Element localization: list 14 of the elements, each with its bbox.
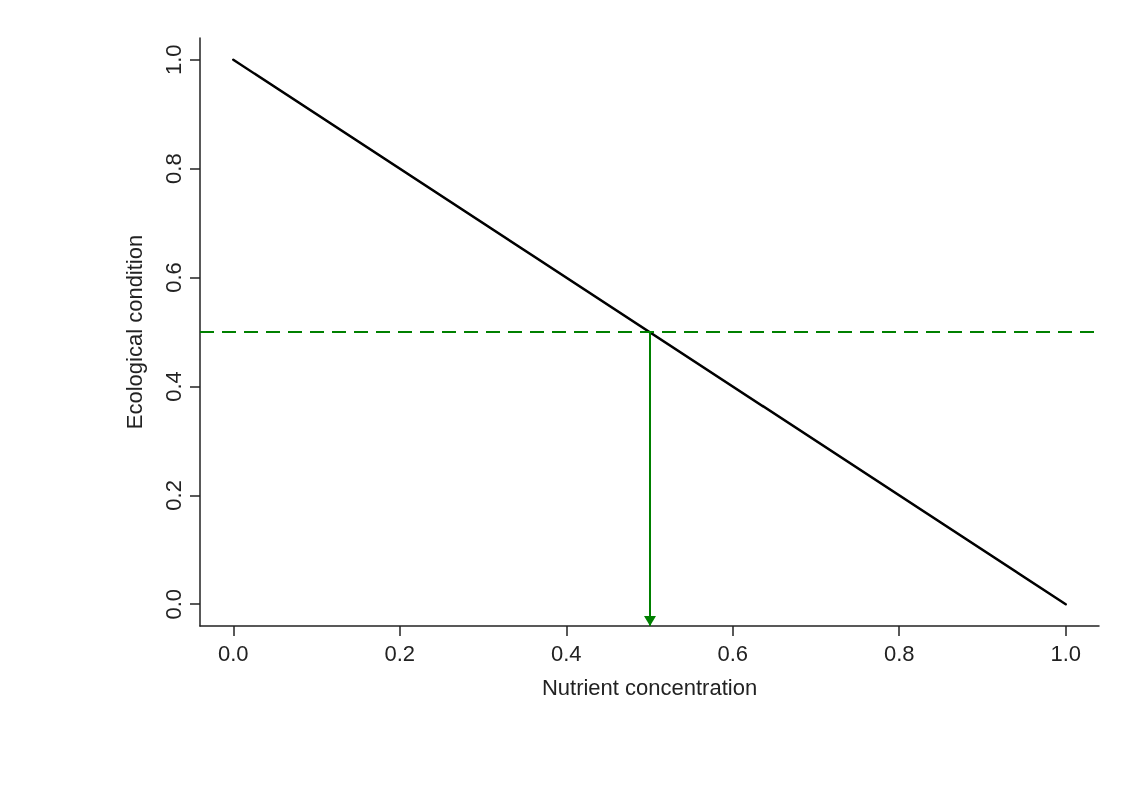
y-tick-label: 0.4 bbox=[160, 371, 186, 402]
y-tick-label: 0.2 bbox=[160, 480, 186, 511]
y-axis-title: Ecological condition bbox=[121, 234, 147, 430]
x-axis-title: Nutrient concentration bbox=[541, 674, 758, 700]
x-tick-label: 0.4 bbox=[550, 640, 582, 666]
y-tick-label: 0.6 bbox=[160, 262, 186, 293]
y-tick-label: 0.8 bbox=[160, 153, 186, 184]
x-tick-label: 0.6 bbox=[717, 640, 749, 666]
x-tick-label: 0.0 bbox=[218, 640, 249, 666]
x-tick-label: 0.8 bbox=[883, 640, 915, 666]
x-tick-label: 0.2 bbox=[384, 640, 416, 666]
x-tick-label: 1.0 bbox=[1050, 640, 1081, 666]
y-tick-label: 1.0 bbox=[160, 44, 186, 76]
y-tick-label: 0.0 bbox=[160, 588, 186, 620]
